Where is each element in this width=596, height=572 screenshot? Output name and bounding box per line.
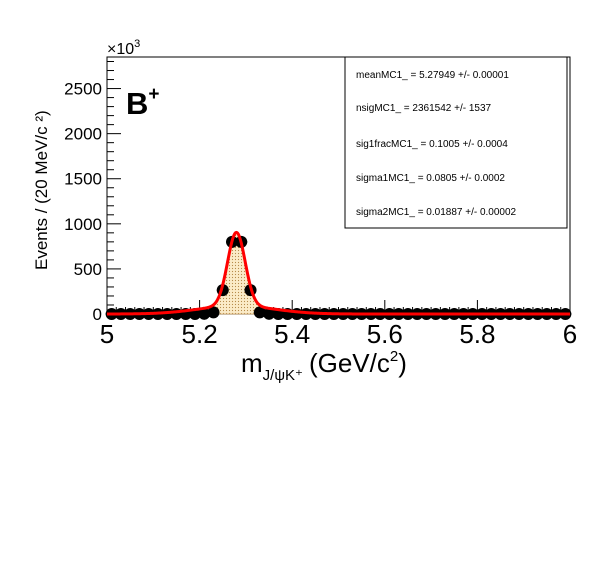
y-axis: 0 500 1000 1500 2000 2500 <box>64 61 121 324</box>
data-point <box>253 306 266 319</box>
x-tick-label: 6 <box>563 319 577 349</box>
data-point <box>207 306 220 319</box>
data-point <box>198 307 211 320</box>
x-tick-label: 5.6 <box>367 319 403 349</box>
x-axis-title-main: m <box>241 348 263 378</box>
y-tick-label: 2500 <box>64 80 102 99</box>
fit-parameters-box: meanMC1_ = 5.27949 +/- 0.00001 nsigMC1_ … <box>344 56 568 229</box>
x-axis-title-subscript: J/ψK⁺ <box>263 367 303 384</box>
fit-curve <box>107 230 570 316</box>
y-tick-label: 2000 <box>64 125 102 144</box>
y-exponent-label: ×103 <box>107 38 140 58</box>
y-exponent-power: 3 <box>134 38 140 50</box>
x-tick-label: 5 <box>100 319 114 349</box>
x-axis-title-units: (GeV/c <box>309 348 390 378</box>
x-axis-title: mJ/ψK⁺ (GeV/c2) <box>241 348 407 384</box>
stat-sigma1: sigma1MC1_ = 0.0805 +/- 0.0002 <box>356 173 505 184</box>
x-axis: 5 5.2 5.4 5.6 5.8 6 <box>100 300 577 349</box>
stat-mean: meanMC1_ = 5.27949 +/- 0.00001 <box>356 70 509 81</box>
stat-nsig: nsigMC1_ = 2361542 +/- 1537 <box>356 103 492 114</box>
y-tick-label: 500 <box>74 260 102 279</box>
fit-parameters-frame <box>344 56 568 229</box>
x-axis-title-units-close: ) <box>398 348 407 378</box>
channel-label: B+ <box>126 84 160 121</box>
channel-label-main: B <box>126 86 148 121</box>
stat-sigma2: sigma2MC1_ = 0.01887 +/- 0.00002 <box>356 207 517 218</box>
y-tick-label: 1000 <box>64 215 102 234</box>
y-tick-label: 1500 <box>64 170 102 189</box>
channel-label-sup: + <box>148 84 159 105</box>
fit-curve-line <box>107 230 570 316</box>
x-tick-label: 5.2 <box>182 319 218 349</box>
data-point <box>263 307 276 320</box>
stat-sig1frac: sig1fracMC1_ = 0.1005 +/- 0.0004 <box>356 139 508 150</box>
y-tick-label: 0 <box>93 305 102 324</box>
x-tick-label: 5.4 <box>274 319 310 349</box>
y-axis-title: Events / (20 MeV/c ²) <box>32 110 51 270</box>
y-exponent-base: ×10 <box>107 41 134 58</box>
x-tick-label: 5.8 <box>459 319 495 349</box>
x-axis-title-units-sup: 2 <box>390 348 398 365</box>
